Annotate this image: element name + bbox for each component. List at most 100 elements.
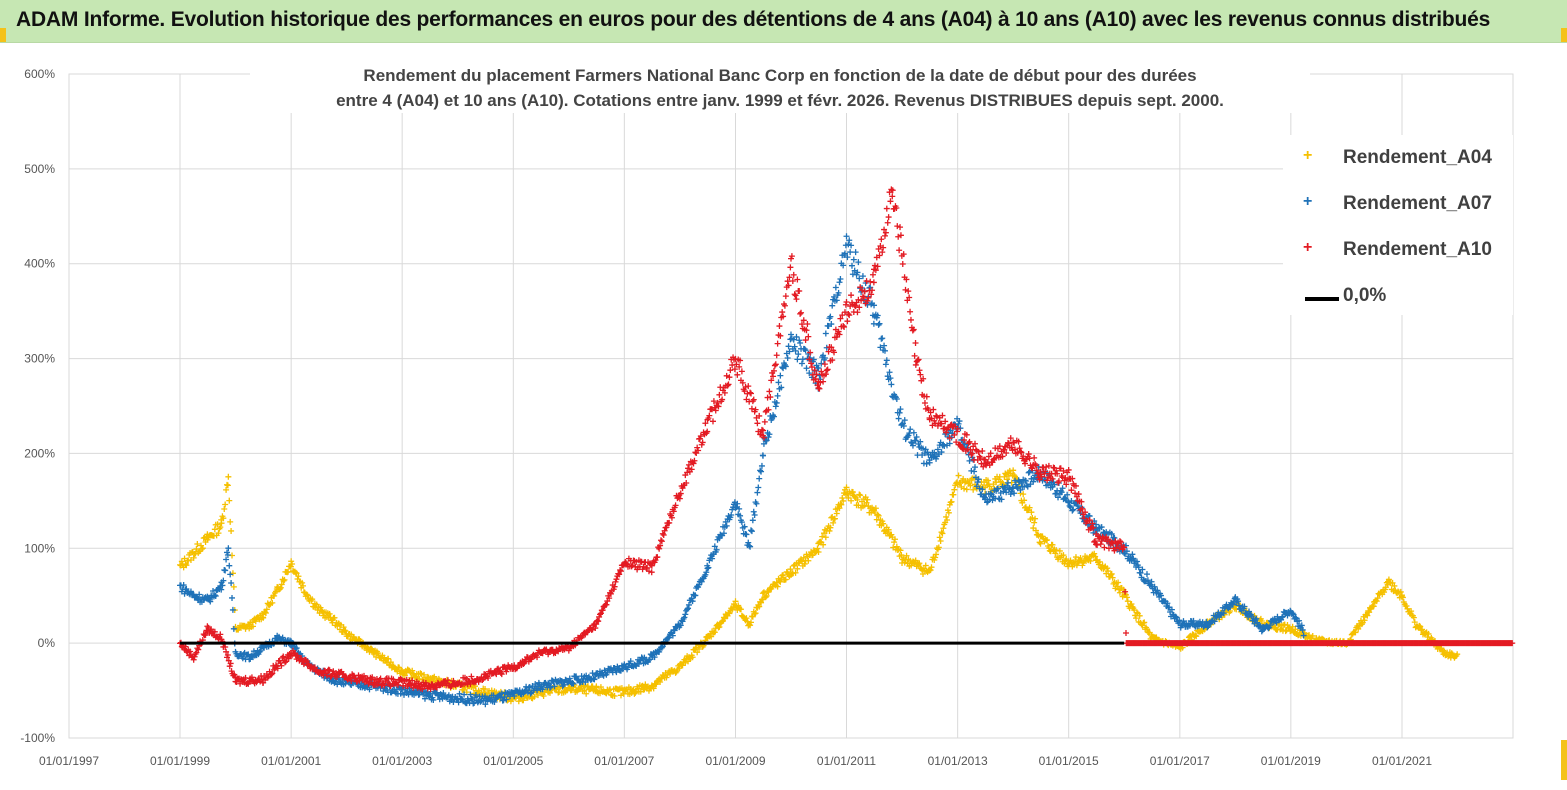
data-point-a10 [773, 352, 780, 359]
data-point-a04 [759, 590, 766, 597]
data-point-a04 [611, 692, 618, 699]
data-point-a04 [657, 679, 664, 686]
data-point-a04 [1028, 509, 1035, 516]
data-point-a04 [285, 568, 292, 575]
data-point-a07 [482, 701, 489, 708]
data-point-a04 [288, 558, 295, 565]
data-point-a07 [261, 644, 268, 651]
corner-decoration-left [0, 28, 6, 42]
data-point-a04 [472, 683, 479, 690]
legend-marker-a07: + [1303, 193, 1313, 210]
data-point-a04 [940, 525, 947, 532]
data-point-a04 [1116, 589, 1123, 596]
data-point-a04 [639, 682, 646, 689]
data-point-a04 [782, 576, 789, 583]
legend-item-zero: 0,0% [1283, 283, 1513, 313]
data-point-a04 [837, 500, 844, 507]
data-point-a04 [891, 539, 898, 546]
data-marks [177, 186, 1516, 708]
corner-decoration-bottom-right [1561, 740, 1567, 780]
data-point-a04 [838, 501, 845, 508]
data-point-a04 [635, 685, 642, 692]
data-point-a04 [1399, 594, 1406, 601]
data-point-a04 [955, 472, 962, 479]
data-point-a10 [772, 361, 779, 368]
data-point-a10 [846, 312, 853, 319]
data-point-a04 [1128, 601, 1135, 608]
data-point-a10 [843, 298, 850, 305]
data-point-a04 [309, 596, 316, 603]
data-point-a10 [885, 214, 892, 221]
data-point-a04 [939, 530, 946, 537]
data-point-a04 [805, 557, 812, 564]
data-point-a10 [899, 260, 906, 267]
data-point-a04 [221, 505, 228, 512]
data-point-a04 [1133, 615, 1140, 622]
data-point-a07 [256, 649, 263, 656]
data-point-a10 [911, 352, 918, 359]
data-point-a04 [304, 592, 311, 599]
data-point-a04 [892, 536, 899, 543]
data-point-a04 [281, 576, 288, 583]
data-point-a04 [482, 686, 489, 693]
data-point-a07 [546, 684, 553, 691]
data-point-a10 [779, 309, 786, 316]
y-tick-label: -100% [20, 731, 55, 745]
data-point-a07 [573, 673, 580, 680]
data-point-a07 [227, 571, 234, 578]
data-point-a04 [1292, 626, 1299, 633]
data-point-a07 [421, 695, 428, 702]
data-point-a07 [751, 512, 758, 519]
data-point-a04 [303, 591, 310, 598]
data-point-a04 [222, 501, 229, 508]
data-point-a07 [645, 656, 652, 663]
data-point-a07 [257, 648, 264, 655]
data-point-a10 [869, 271, 876, 278]
data-point-a04 [299, 579, 306, 586]
data-point-a07 [658, 644, 665, 651]
data-point-a04 [289, 561, 296, 568]
data-point-a07 [774, 392, 781, 399]
data-point-a10 [787, 264, 794, 271]
data-point-a04 [961, 485, 968, 492]
x-tick-label: 01/01/2007 [594, 754, 654, 768]
data-point-a10 [912, 339, 919, 346]
data-point-a04 [387, 659, 394, 666]
data-point-a07 [440, 689, 447, 696]
data-point-a04 [822, 534, 829, 541]
data-point-a04 [963, 486, 970, 493]
data-point-a04 [1143, 626, 1150, 633]
data-point-a04 [948, 498, 955, 505]
data-point-a07 [430, 697, 437, 704]
data-point-a04 [874, 511, 881, 518]
data-point-a10 [883, 205, 890, 212]
data-point-a07 [750, 508, 757, 515]
data-point-a04 [224, 482, 231, 489]
data-point-a07 [681, 614, 688, 621]
data-point-a07 [293, 645, 300, 652]
data-point-a04 [827, 524, 834, 531]
data-point-a04 [225, 473, 232, 480]
data-point-a07 [566, 675, 573, 682]
data-point-a10 [776, 323, 783, 330]
data-point-a04 [340, 624, 347, 631]
data-point-a07 [822, 330, 829, 337]
data-point-a04 [849, 489, 856, 496]
data-point-a04 [1105, 568, 1112, 575]
data-point-a04 [1104, 565, 1111, 572]
data-point-a04 [833, 510, 840, 517]
data-point-a07 [569, 679, 576, 686]
data-point-a04 [217, 524, 224, 531]
data-point-a04 [1109, 574, 1116, 581]
data-point-a04 [227, 518, 234, 525]
data-point-a07 [591, 676, 598, 683]
data-point-a04 [218, 520, 225, 527]
data-point-a04 [831, 515, 838, 522]
data-point-a04 [1441, 648, 1448, 655]
data-point-a07 [879, 335, 886, 342]
data-point-a04 [389, 662, 396, 669]
data-point-a04 [1065, 560, 1072, 567]
data-point-a07 [461, 691, 468, 698]
data-point-a04 [922, 562, 929, 569]
data-point-a04 [901, 559, 908, 566]
